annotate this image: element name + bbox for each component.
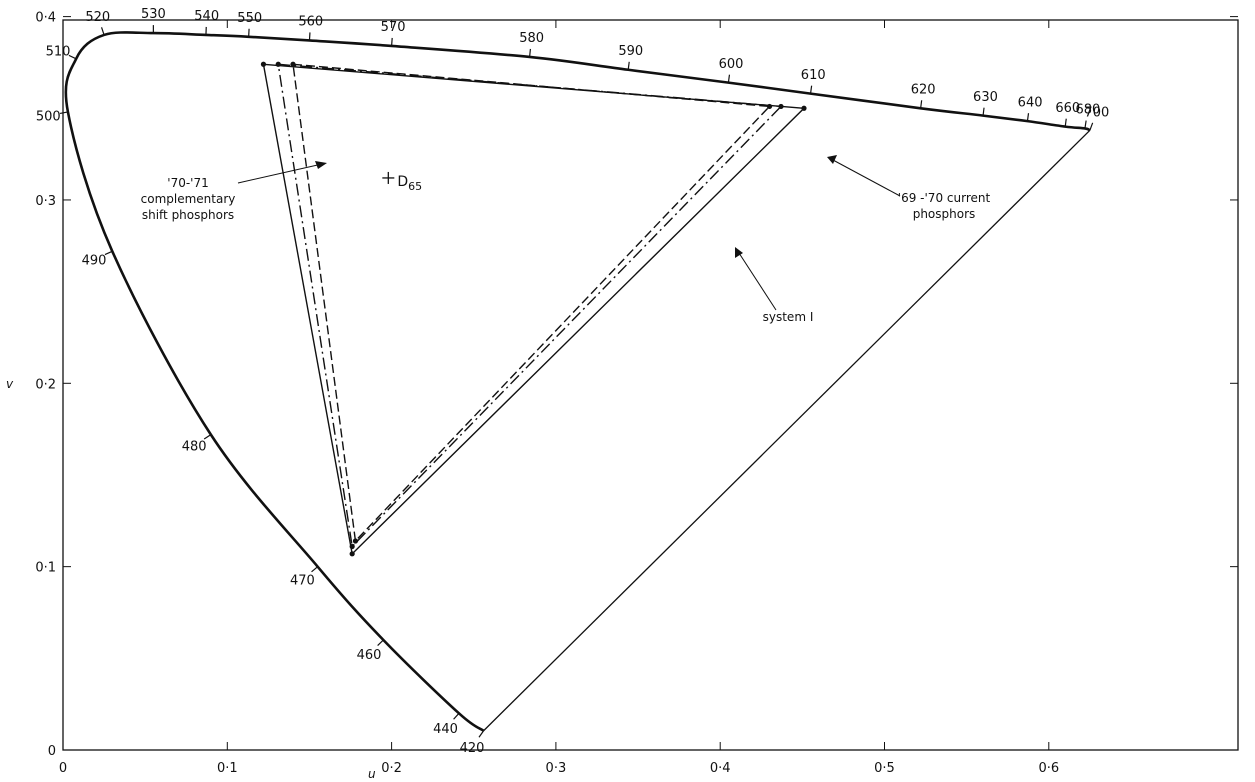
- primary-point: [260, 61, 267, 67]
- primary-point: [290, 61, 296, 67]
- annotation-current: '69 -'70 current phosphors: [827, 155, 990, 221]
- wavelength-label: 550: [237, 11, 262, 26]
- phosphor-triangles: [260, 61, 807, 557]
- wavelength-tick: [453, 712, 460, 720]
- x-tick-label: 0·6: [1038, 761, 1059, 776]
- primary-point: [275, 61, 281, 67]
- spectrum-locus-curve: [64, 31, 1091, 732]
- wavelength-label: 440: [433, 722, 458, 737]
- series-triangle: [277, 63, 783, 548]
- d65-whitepoint: D65: [382, 171, 422, 193]
- wavelength-label: 470: [290, 574, 315, 589]
- wavelength-tick: [809, 85, 813, 94]
- wavelength-label: 510: [46, 44, 71, 59]
- y-tick-label: 0·3: [35, 194, 56, 209]
- annotation-complementary: '70-'71 complementary shift phosphors: [141, 161, 327, 222]
- wavelength-label: 570: [381, 20, 406, 35]
- wavelength-label: 630: [973, 90, 998, 105]
- annotation-system-i: system I: [735, 247, 813, 324]
- wavelength-label: 500: [36, 110, 61, 125]
- wavelength-label: 420: [460, 741, 485, 756]
- primary-point: [352, 538, 359, 544]
- wavelength-tick: [311, 566, 319, 573]
- wavelength-label: 520: [85, 10, 110, 25]
- primary-point: [801, 105, 807, 111]
- y-tick-label: 0·1: [35, 561, 56, 576]
- wavelength-tick: [920, 100, 923, 109]
- d65-label: D65: [397, 174, 422, 193]
- wavelength-tick: [478, 730, 485, 738]
- wavelength-tick: [529, 48, 532, 57]
- wavelength-tick: [377, 639, 384, 646]
- y-tick-label: 0·2: [35, 377, 56, 392]
- x-tick-label: 0: [59, 761, 67, 776]
- series-triangle: [262, 63, 806, 556]
- y-tick-label: 0·4: [35, 11, 56, 26]
- wavelength-tick: [1026, 113, 1030, 122]
- wavelength-label: 490: [82, 253, 107, 268]
- x-tick-label: 0·1: [217, 761, 238, 776]
- x-axis-label: u: [368, 767, 376, 781]
- purple-line: [483, 129, 1091, 732]
- primary-point: [778, 103, 784, 110]
- wavelength-label: 620: [911, 82, 936, 97]
- wavelength-label: 560: [298, 14, 323, 29]
- wavelength-tick: [1089, 122, 1094, 131]
- series-triangle: [292, 63, 771, 543]
- wavelength-label: 580: [519, 31, 544, 46]
- wavelength-tick: [203, 434, 212, 440]
- primary-point: [349, 551, 355, 557]
- wavelength-label: 610: [801, 68, 826, 83]
- wavelength-label: 660: [1055, 101, 1080, 116]
- wavelength-tick: [727, 74, 731, 83]
- wavelength-tick: [59, 111, 69, 115]
- x-tick-label: 0·5: [874, 761, 895, 776]
- wavelength-label: 480: [182, 440, 207, 455]
- axis-ticks: 0 0·1 0·2 0·3 0·4 0·5 0·6 0 0·1 0·2 0·3 0·4: [35, 11, 1238, 776]
- x-tick-label: 0·3: [546, 761, 567, 776]
- x-tick-label: 0·2: [381, 761, 402, 776]
- wavelength-tick: [391, 37, 393, 46]
- wavelength-label: 640: [1018, 95, 1043, 110]
- annotation-line: shift phosphors: [142, 208, 234, 222]
- y-axis-label: v: [6, 377, 14, 391]
- annotation-line: phosphors: [913, 207, 976, 221]
- wavelength-label: 700: [1084, 106, 1109, 121]
- wavelength-tick: [982, 107, 985, 116]
- wavelength-label: 540: [194, 9, 219, 24]
- wavelength-tick: [100, 27, 105, 36]
- wavelength-tick: [627, 61, 630, 70]
- wavelength-tick: [104, 250, 113, 256]
- wavelength-label: 530: [141, 7, 166, 22]
- annotation-line: '69 -'70 current: [898, 191, 991, 205]
- primary-point: [766, 103, 773, 110]
- wavelength-tick: [68, 54, 77, 60]
- y-tick-label: 0: [48, 744, 56, 759]
- primary-point: [349, 543, 355, 550]
- wavelength-label: 460: [357, 648, 382, 663]
- wavelength-label: 680: [1075, 103, 1100, 118]
- annotation-line: '70-'71: [167, 176, 208, 190]
- annotation-line: complementary: [141, 192, 236, 206]
- wavelength-tick: [1064, 118, 1067, 127]
- wavelength-tick: [1084, 120, 1087, 129]
- x-tick-label: 0·4: [710, 761, 731, 776]
- wavelength-label: 600: [719, 57, 744, 72]
- wavelength-tick: [308, 32, 311, 41]
- wavelength-label: 590: [618, 44, 643, 59]
- annotation-line: system I: [763, 310, 814, 324]
- plot-frame: [62, 19, 1239, 751]
